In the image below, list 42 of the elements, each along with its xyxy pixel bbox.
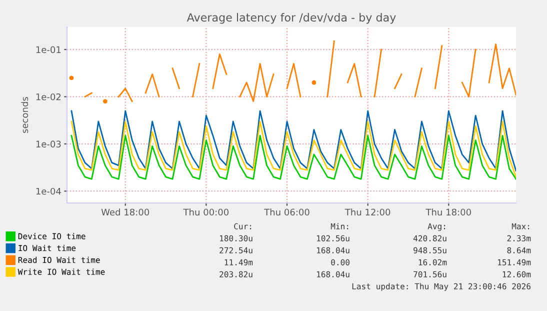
text: Avg: <box>428 223 446 231</box>
text: 203.82u <box>220 271 252 278</box>
legend-label: Write IO Wait time <box>18 268 105 275</box>
text: 168.04u <box>317 247 350 254</box>
point <box>102 99 108 104</box>
text: 16.02m <box>418 259 447 266</box>
text: Max: <box>512 223 530 230</box>
text: 102.56u <box>317 235 350 242</box>
legend-label: Read IO Wait time <box>18 256 100 264</box>
text: 12.60m <box>502 271 531 278</box>
text: 168.04u <box>317 271 350 278</box>
text: 0.00 <box>331 259 350 266</box>
y-tick-label: 1e-03 <box>36 140 61 148</box>
legend-label: IO Wait time <box>18 244 76 252</box>
x-tick-label: Thu 12:00 <box>344 208 390 216</box>
y-tick-label: 1e-04 <box>36 188 61 195</box>
point <box>312 80 316 85</box>
line-series <box>70 110 516 172</box>
text: 8.64m <box>507 247 531 254</box>
text: 272.54u <box>220 247 252 254</box>
y-axis-title: seconds <box>21 96 28 133</box>
text: 11.49m <box>224 259 253 266</box>
text: Last update: Thu May 21 23:00:46 2026 <box>352 283 530 291</box>
line-series <box>70 120 516 178</box>
x-tick-label: Thu 06:00 <box>264 208 310 216</box>
text: 180.30u <box>220 235 252 242</box>
point <box>69 76 74 80</box>
y-tick-label: 1e-02 <box>36 93 61 100</box>
text: 420.82u <box>413 235 446 242</box>
text: 2.33m <box>507 235 531 242</box>
text: 701.56u <box>414 271 446 278</box>
text: Cur: <box>234 223 252 230</box>
text: Min: <box>330 223 348 230</box>
x-tick-label: Thu 18:00 <box>426 208 471 216</box>
chart-title: Average latency for /dev/vda - by day <box>186 13 396 24</box>
line-series <box>70 134 516 180</box>
x-tick-label: Wed 18:00 <box>101 208 150 216</box>
text: 948.55u <box>414 247 446 254</box>
y-tick-label: 1e-01 <box>36 46 61 54</box>
text: 151.49m <box>498 259 531 266</box>
legend-label: Device IO time <box>18 233 86 240</box>
x-tick-label: Thu 00:00 <box>183 208 229 216</box>
